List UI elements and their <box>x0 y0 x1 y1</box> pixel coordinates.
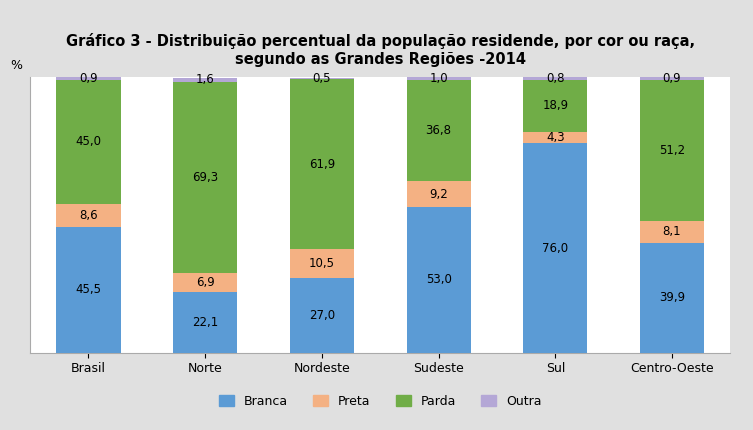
Text: 45,5: 45,5 <box>75 283 102 297</box>
Bar <box>173 82 237 273</box>
Text: 0,9: 0,9 <box>79 72 98 85</box>
Bar <box>290 79 354 249</box>
Text: 45,0: 45,0 <box>75 135 102 148</box>
Bar <box>640 243 704 353</box>
Text: 69,3: 69,3 <box>192 171 218 184</box>
Bar <box>407 181 471 207</box>
Text: 6,9: 6,9 <box>196 276 215 289</box>
Bar <box>523 80 587 132</box>
Text: 1,0: 1,0 <box>429 72 448 85</box>
Y-axis label: %: % <box>10 59 22 72</box>
Bar <box>56 204 120 227</box>
Text: 0,9: 0,9 <box>663 72 681 85</box>
Bar <box>290 78 354 79</box>
Text: 8,6: 8,6 <box>79 209 98 222</box>
Legend: Branca, Preta, Parda, Outra: Branca, Preta, Parda, Outra <box>219 395 541 408</box>
Text: 10,5: 10,5 <box>309 257 335 270</box>
Bar <box>290 249 354 278</box>
Bar <box>56 227 120 353</box>
Bar <box>407 77 471 80</box>
Text: 1,6: 1,6 <box>196 74 215 86</box>
Bar <box>640 80 704 221</box>
Text: 36,8: 36,8 <box>425 124 452 137</box>
Bar <box>407 80 471 181</box>
Bar <box>56 77 120 80</box>
Text: 39,9: 39,9 <box>659 291 685 304</box>
Text: 8,1: 8,1 <box>663 225 681 238</box>
Bar <box>640 77 704 80</box>
Bar <box>523 144 587 353</box>
Bar <box>173 273 237 292</box>
Bar <box>523 77 587 80</box>
Text: 27,0: 27,0 <box>309 309 335 322</box>
Text: 76,0: 76,0 <box>542 242 569 255</box>
Text: 22,1: 22,1 <box>192 316 218 329</box>
Bar <box>173 292 237 353</box>
Text: 0,8: 0,8 <box>546 72 565 85</box>
Text: 0,5: 0,5 <box>312 72 331 85</box>
Bar <box>640 221 704 243</box>
Bar <box>56 80 120 204</box>
Bar <box>407 207 471 353</box>
Bar <box>290 278 354 353</box>
Text: 9,2: 9,2 <box>429 187 448 200</box>
Text: 53,0: 53,0 <box>425 273 452 286</box>
Bar <box>523 132 587 144</box>
Bar <box>173 78 237 82</box>
Title: Gráfico 3 - Distribuição percentual da população residende, por cor ou raça,
seg: Gráfico 3 - Distribuição percentual da p… <box>66 33 695 67</box>
Text: 18,9: 18,9 <box>542 99 569 112</box>
Text: 4,3: 4,3 <box>546 131 565 144</box>
Text: 51,2: 51,2 <box>659 144 685 157</box>
Text: 61,9: 61,9 <box>309 158 335 171</box>
